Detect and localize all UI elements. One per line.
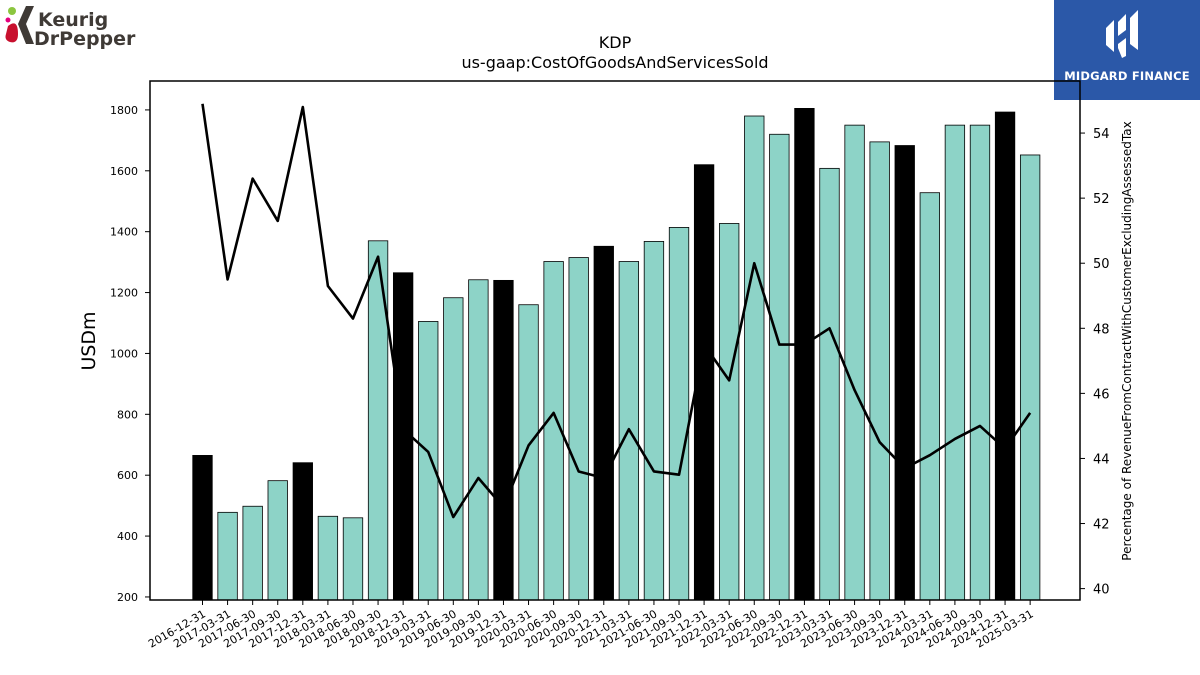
bar-series	[192, 108, 1041, 601]
bar-2024-09-30	[969, 124, 991, 601]
bar-2020-03-31	[518, 304, 539, 601]
bar-2017-09-30	[267, 480, 288, 601]
logo-text-line2: DrPepper	[34, 28, 136, 50]
midgard-emblem-icon	[1106, 10, 1138, 58]
y2-axis-label: Percentage of RevenueFromContractWithCus…	[1120, 121, 1134, 560]
bar-2023-06-30	[844, 124, 865, 601]
line-series	[201, 103, 1032, 519]
company-logo: Keurig DrPepper	[4, 4, 164, 54]
bar-2018-03-31	[317, 515, 339, 601]
logo-text-line1: Keurig	[38, 9, 108, 31]
chart-subtitle: us-gaap:CostOfGoodsAndServicesSold	[461, 53, 768, 72]
y2-tick-label: 50	[1093, 257, 1110, 272]
y-tick-label: 1000	[110, 347, 138, 360]
bar-2022-06-30	[744, 115, 765, 601]
bar-2023-03-31	[819, 167, 840, 601]
midgard-finance-logo: MIDGARD FINANCE	[1054, 0, 1200, 100]
bar-2024-12-31	[994, 111, 1016, 601]
bar-2023-12-31	[894, 145, 915, 601]
y-axis-left: 200 400 600 800 1000 1200 1400 1600 1800	[110, 104, 150, 604]
bar-2019-12-31	[493, 279, 514, 601]
bar-2021-09-30	[668, 227, 690, 601]
bar-2016-12-31	[192, 455, 213, 601]
logo-dot-pink	[5, 17, 11, 23]
bar-2022-03-31	[719, 223, 740, 601]
plot-frame	[149, 80, 1081, 601]
bar-2022-12-31	[794, 108, 815, 601]
y-tick-label: 600	[117, 469, 138, 482]
bar-2024-03-31	[919, 192, 940, 601]
bar-2017-03-31	[217, 511, 238, 601]
y2-tick-label: 44	[1093, 452, 1110, 467]
logo-dot-green	[8, 7, 16, 15]
bar-2020-12-31	[593, 245, 614, 601]
y2-tick-label: 40	[1093, 583, 1110, 598]
y-tick-label: 200	[117, 591, 138, 604]
bar-2019-03-31	[418, 321, 439, 601]
x-axis: 2016-12-312017-03-312017-06-302017-09-30…	[146, 600, 1036, 651]
bar-2024-06-30	[944, 124, 966, 601]
y-axis-label: USDm	[78, 311, 100, 370]
bar-2025-03-31	[1019, 154, 1041, 601]
y2-tick-label: 46	[1093, 387, 1110, 402]
bar-2022-09-30	[769, 133, 790, 601]
y2-tick-label: 42	[1093, 518, 1110, 533]
y2-tick-label: 52	[1093, 192, 1110, 207]
bar-2017-06-30	[242, 505, 263, 601]
bar-2018-06-30	[342, 517, 364, 601]
bar-2017-12-31	[292, 462, 313, 601]
y-axis-right: 40 42 44 46 48 50 52 54	[1080, 127, 1110, 598]
bar-2023-09-30	[869, 141, 890, 601]
chart-title: KDP	[599, 33, 632, 52]
logo-drop-shape	[5, 23, 18, 43]
bar-2020-09-30	[568, 257, 589, 601]
y-tick-label: 1600	[110, 165, 138, 178]
percentage-line	[201, 103, 1032, 519]
bar-2019-06-30	[443, 297, 464, 601]
y-tick-label: 400	[117, 530, 138, 543]
bar-2021-06-30	[643, 241, 665, 601]
midgard-finance-label: MIDGARD FINANCE	[1064, 69, 1190, 83]
y2-tick-label: 48	[1093, 322, 1110, 337]
bar-2019-09-30	[468, 279, 489, 601]
y-tick-label: 1200	[110, 287, 138, 300]
y-tick-label: 800	[117, 408, 138, 421]
logo-k-shape	[18, 6, 34, 44]
y-tick-label: 1400	[110, 226, 138, 239]
y2-tick-label: 54	[1093, 127, 1110, 142]
y-tick-label: 1800	[110, 104, 138, 117]
